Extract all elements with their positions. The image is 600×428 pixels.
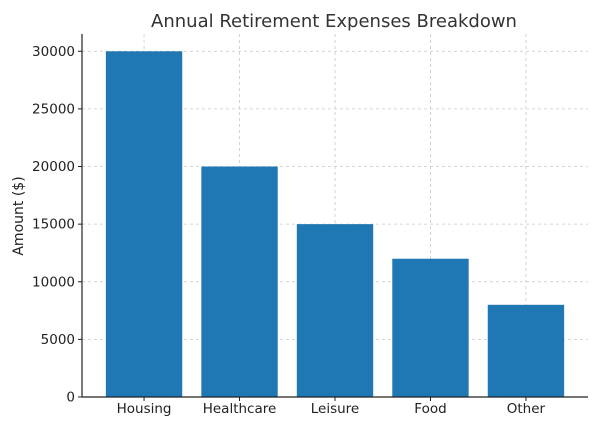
chart-title: Annual Retirement Expenses Breakdown	[151, 11, 517, 32]
y-ticks: 0 5000 10000 15000 20000 25000 30000	[32, 44, 82, 406]
y-tick-label: 30000	[32, 44, 75, 60]
x-tick-label: Food	[414, 401, 446, 417]
y-tick-label: 15000	[32, 217, 75, 233]
y-axis-label: Amount ($)	[11, 176, 27, 255]
y-tick-label: 5000	[41, 332, 75, 348]
bar-housing	[105, 51, 183, 398]
y-tick-label: 20000	[32, 159, 75, 175]
y-tick-label: 10000	[32, 274, 75, 290]
bars	[105, 51, 565, 398]
x-tick-label: Healthcare	[203, 401, 277, 417]
x-tick-label: Leisure	[311, 401, 360, 417]
bar-leisure	[296, 224, 374, 397]
y-tick-label: 25000	[32, 101, 75, 117]
y-tick-label: 0	[66, 390, 75, 406]
x-tick-label: Other	[507, 401, 546, 417]
bar-healthcare	[201, 166, 278, 397]
x-tick-label: Housing	[117, 401, 172, 417]
bar-other	[487, 304, 565, 397]
x-ticks: Housing Healthcare Leisure Food Other	[117, 397, 546, 417]
bar-food	[392, 258, 469, 397]
